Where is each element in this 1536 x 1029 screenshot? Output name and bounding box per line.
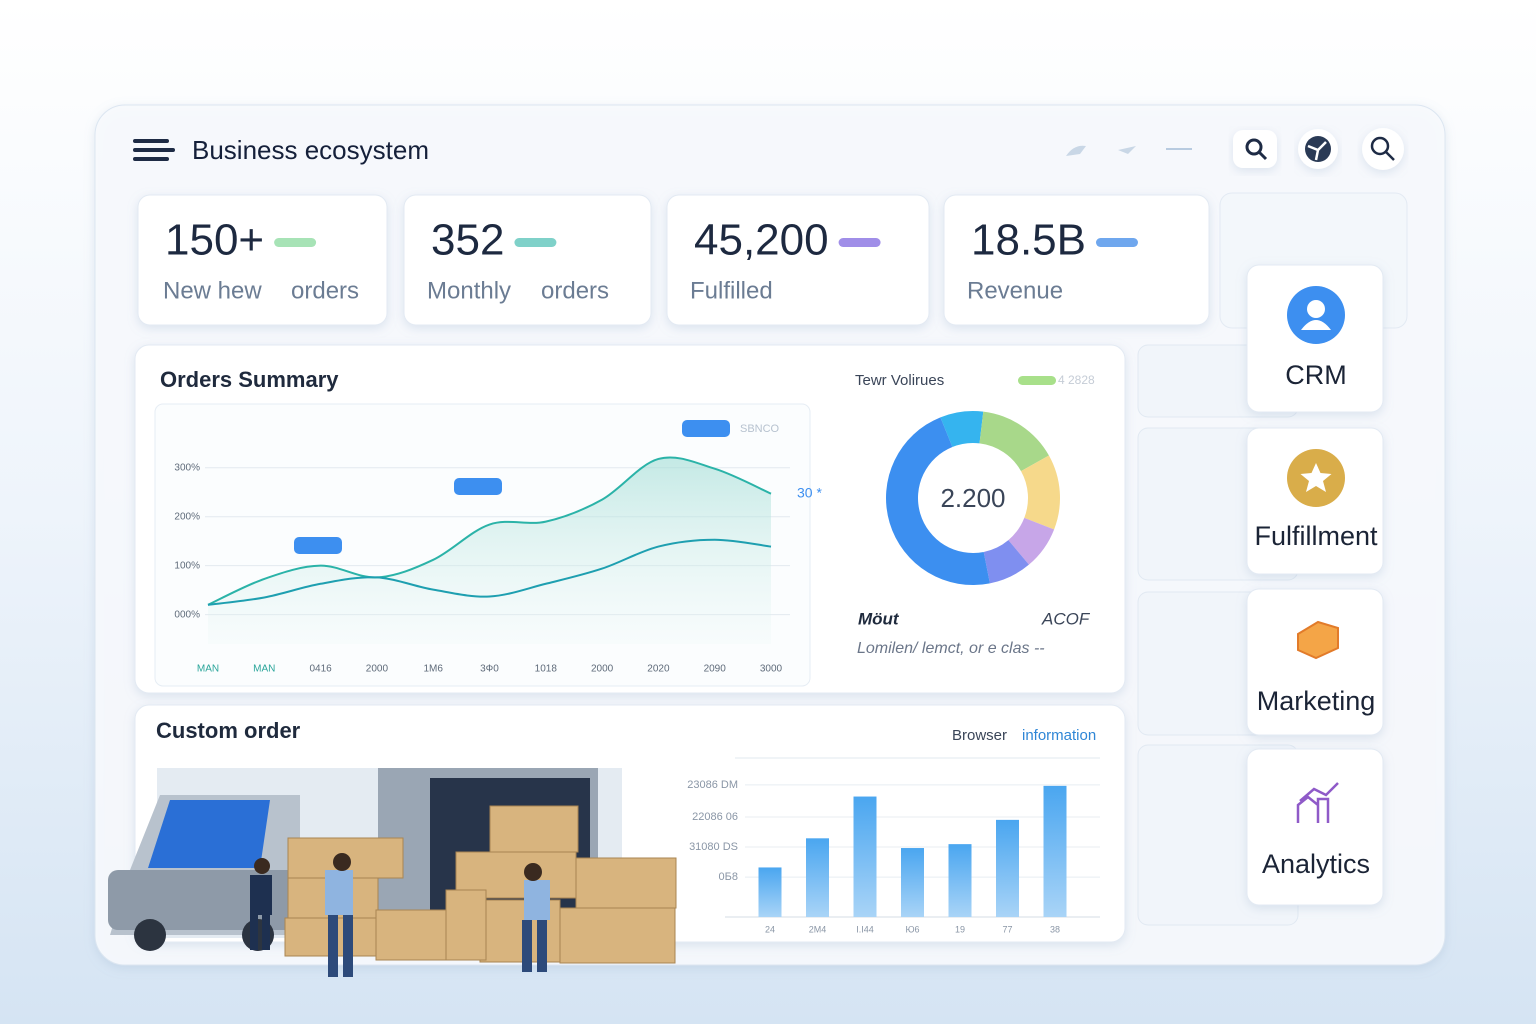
donut-slice bbox=[1021, 455, 1060, 530]
annotation: 30 * bbox=[797, 485, 822, 501]
bar bbox=[1043, 785, 1067, 917]
menu-icon[interactable] bbox=[133, 139, 175, 161]
donut-slice bbox=[983, 540, 1029, 584]
bar bbox=[996, 819, 1019, 917]
fulfillment-icon bbox=[1300, 463, 1332, 492]
bar bbox=[948, 844, 972, 917]
annotation: SBNCO bbox=[740, 423, 780, 435]
x-tick-label: 1018 bbox=[535, 664, 558, 675]
bar bbox=[806, 838, 829, 917]
x-tick-label: 24 bbox=[765, 924, 775, 934]
stat-label: Monthly bbox=[427, 277, 511, 304]
x-tick-label: 1M6 bbox=[423, 664, 443, 675]
line-area bbox=[208, 457, 771, 644]
stat-label: Fulfilled bbox=[690, 277, 773, 304]
chart-title: Tewr Volirues bbox=[855, 372, 944, 389]
x-tick-label: 2090 bbox=[704, 664, 727, 675]
x-tick-label: 77 bbox=[1002, 924, 1012, 934]
stat-card bbox=[137, 194, 388, 326]
bar bbox=[758, 867, 782, 917]
link-label: Browser bbox=[952, 727, 1007, 744]
stat-value: 18.5B bbox=[971, 216, 1086, 265]
analytics-icon bbox=[1296, 782, 1339, 823]
x-tick-label: 3000 bbox=[760, 664, 783, 675]
tile-card[interactable] bbox=[1246, 748, 1384, 906]
stat-card bbox=[403, 194, 652, 326]
tile-label[interactable]: Fulfillment bbox=[1254, 521, 1378, 551]
crm-icon bbox=[1307, 300, 1325, 318]
x-tick-label: 0416 bbox=[309, 664, 332, 675]
x-tick-label: MAN bbox=[197, 664, 219, 675]
stat-pill bbox=[514, 238, 557, 247]
y-tick-label: 200% bbox=[174, 511, 200, 522]
y-tick-label: 000% bbox=[174, 609, 200, 620]
y-tick-label: 31080 DS bbox=[689, 841, 738, 853]
y-tick-label: 0Б8 bbox=[719, 871, 738, 883]
stat-card bbox=[943, 194, 1210, 326]
y-tick-label: 23086 DM bbox=[687, 779, 738, 791]
stat-card bbox=[666, 194, 930, 326]
search-button[interactable] bbox=[1362, 128, 1404, 170]
tile-label[interactable]: Analytics bbox=[1262, 849, 1370, 879]
note: ACOF bbox=[1041, 609, 1091, 628]
stat-label: orders bbox=[541, 277, 609, 304]
bar bbox=[853, 796, 877, 917]
chart-badge bbox=[682, 420, 730, 437]
chart-badge bbox=[454, 478, 502, 495]
marketing-icon bbox=[1297, 620, 1339, 660]
search-button[interactable] bbox=[1233, 130, 1277, 168]
x-tick-label: Ю6 bbox=[905, 924, 919, 934]
tile-label[interactable]: Marketing bbox=[1257, 686, 1376, 716]
globe-button[interactable] bbox=[1298, 129, 1338, 169]
chart-badge bbox=[294, 537, 342, 554]
legend-text: 4 2828 bbox=[1058, 373, 1095, 387]
x-tick-label: 38 bbox=[1050, 924, 1060, 934]
stat-pill bbox=[274, 238, 317, 247]
line-series bbox=[207, 538, 772, 606]
tile-label[interactable]: CRM bbox=[1285, 360, 1347, 390]
note: Möut bbox=[858, 609, 900, 628]
link[interactable]: information bbox=[1022, 727, 1096, 744]
tile-card[interactable] bbox=[1246, 588, 1384, 736]
donut-center: 2.200 bbox=[940, 483, 1005, 513]
x-tick-label: 19 bbox=[955, 924, 965, 934]
x-tick-label: 3Ф0 bbox=[480, 664, 499, 675]
x-tick-label: MAN bbox=[253, 664, 275, 675]
panel-title: Custom order bbox=[156, 718, 301, 743]
legend-pill bbox=[1018, 376, 1056, 385]
note: Lomilen/ lemct, or e clas -- bbox=[857, 640, 1045, 657]
line-series bbox=[207, 456, 772, 606]
donut-slice bbox=[979, 411, 1049, 472]
warehouse-illustration bbox=[108, 768, 677, 977]
x-tick-label: 2M4 bbox=[809, 924, 827, 934]
y-tick-label: 100% bbox=[174, 560, 200, 571]
toolbar-decor bbox=[1066, 145, 1192, 156]
app-title: Business ecosystem bbox=[192, 135, 429, 165]
panel-title: Orders Summary bbox=[160, 367, 339, 392]
stat-pill bbox=[1095, 238, 1138, 247]
donut-slice bbox=[940, 411, 984, 448]
crm-icon bbox=[1301, 320, 1331, 330]
stat-value: 352 bbox=[431, 216, 504, 265]
stat-label: orders bbox=[291, 277, 359, 304]
y-tick-label: 22086 06 bbox=[692, 811, 738, 823]
stat-pill bbox=[838, 238, 881, 247]
bar bbox=[901, 848, 924, 917]
x-tick-label: 2000 bbox=[366, 664, 389, 675]
x-tick-label: 2000 bbox=[591, 664, 614, 675]
x-tick-label: I.I44 bbox=[856, 924, 874, 934]
y-tick-label: 300% bbox=[174, 462, 200, 473]
donut-slice bbox=[885, 417, 990, 586]
x-tick-label: 2020 bbox=[647, 664, 670, 675]
stat-value: 45,200 bbox=[694, 216, 829, 265]
donut-slice bbox=[1008, 517, 1055, 565]
stat-value: 150+ bbox=[165, 216, 264, 265]
stat-label: New hew bbox=[163, 277, 262, 304]
stat-label: Revenue bbox=[967, 277, 1063, 304]
